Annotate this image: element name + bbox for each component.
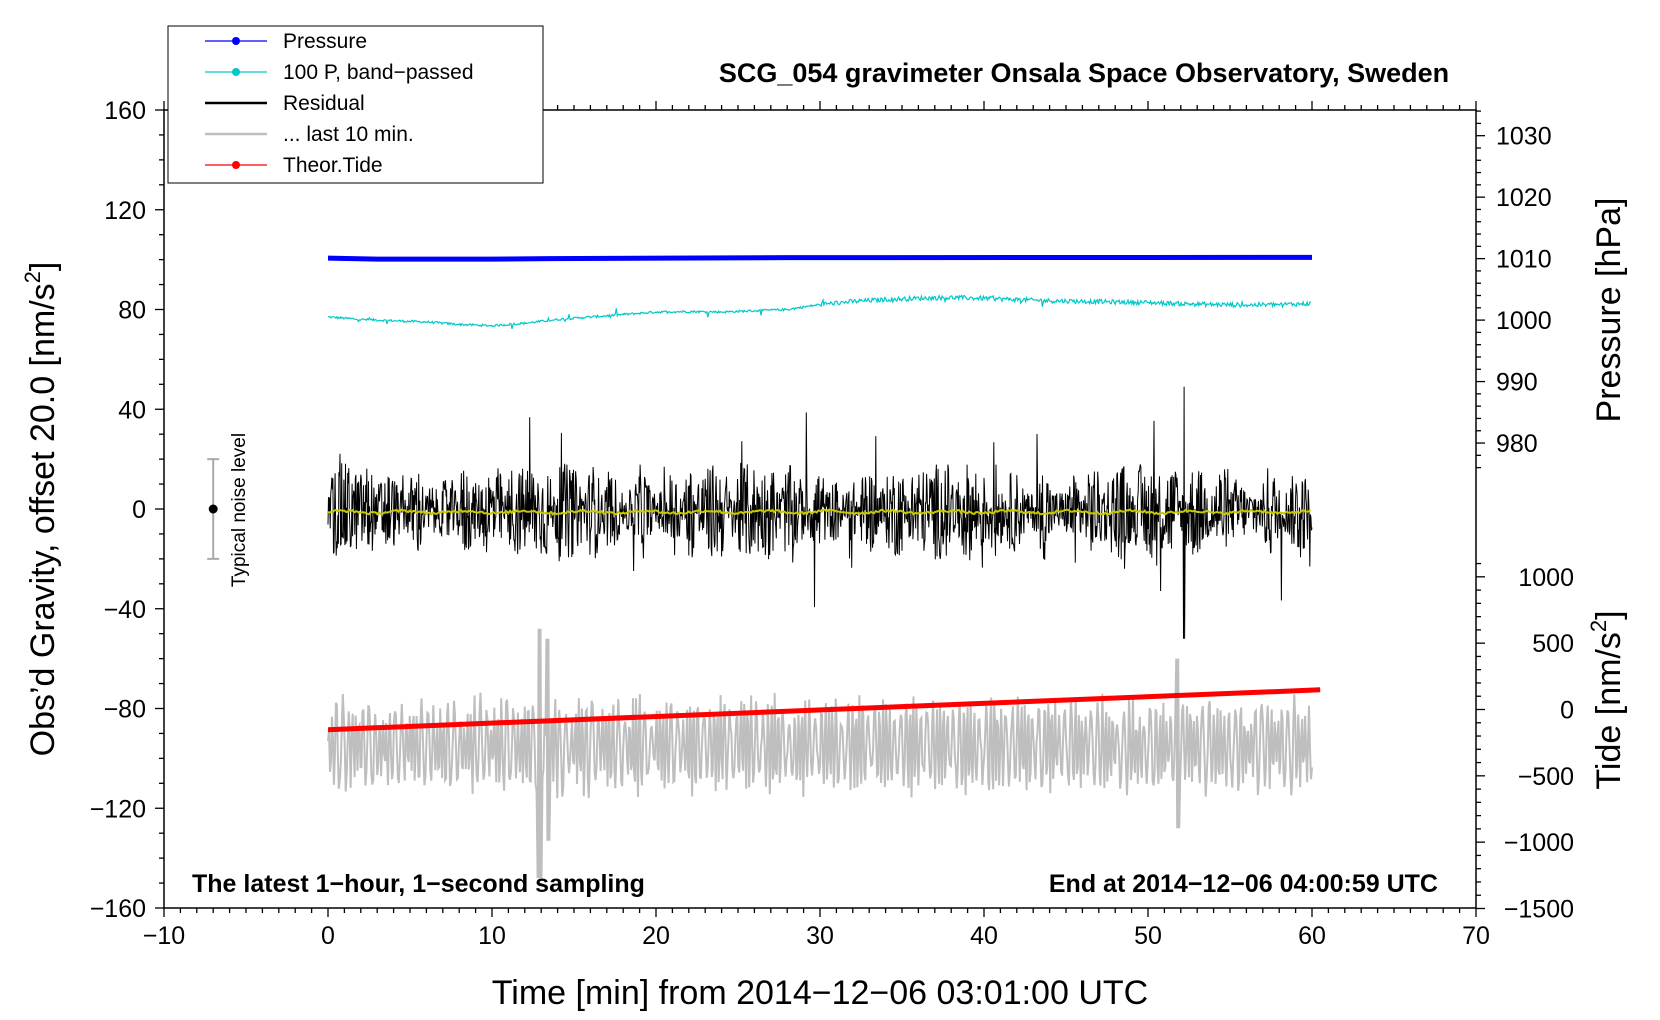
legend-marker	[232, 37, 240, 45]
data-layer	[327, 254, 1321, 879]
legend-marker	[232, 68, 240, 76]
series-theor-tide	[327, 687, 1321, 733]
y-axis-pressure: 980 990 1000 1010 1020 1030	[1476, 110, 1552, 469]
x-tick-label: 50	[1134, 922, 1162, 950]
legend-label: 100 P, band−passed	[283, 61, 474, 84]
pressure-tick-label: 990	[1496, 369, 1538, 397]
y-tick-label: −80	[104, 696, 146, 724]
legend-label: Pressure	[283, 30, 367, 53]
noise-center-dot	[208, 504, 218, 514]
y-tick-label: −40	[104, 596, 146, 624]
tide-axis-title: Tide [nm/s2]	[1586, 610, 1628, 789]
tide-tick-label: 500	[1532, 630, 1574, 658]
tide-axis-title-main: Tide [nm/s	[1590, 632, 1628, 789]
pressure-tick-label: 1020	[1496, 184, 1552, 212]
pressure-tick-label: 1030	[1496, 123, 1552, 151]
pressure-tick-label: 1010	[1496, 246, 1552, 274]
tide-tick-label: −500	[1518, 763, 1574, 791]
legend-label: ... last 10 min.	[283, 123, 414, 146]
x-tick-label: 60	[1298, 922, 1326, 950]
y-tick-label: 0	[132, 496, 146, 524]
x-tick-label: −10	[143, 922, 185, 950]
pressure-axis-title: Pressure [hPa]	[1590, 198, 1628, 423]
tide-axis-title-end: ]	[1590, 610, 1628, 619]
y-axis-title: Obs’d Gravity, offset 20.0 [nm/s2]	[20, 262, 62, 757]
legend-label: Theor.Tide	[283, 154, 383, 177]
y-tick-label: 40	[118, 396, 146, 424]
y-axis-left: −160 −120 −80 −40 0 40 80 120 160	[90, 97, 164, 923]
y-tick-label: −160	[90, 895, 146, 923]
pressure-tick-label: 1000	[1496, 307, 1552, 335]
series-pressure	[327, 254, 1313, 262]
legend-label: Residual	[283, 92, 365, 115]
x-tick-label: 70	[1462, 922, 1490, 950]
y-axis-tide: −1500 −1000 −500 0 500 1000	[1476, 562, 1574, 923]
tide-tick-label: −1500	[1504, 895, 1574, 923]
x-tick-label: 30	[806, 922, 834, 950]
legend-box	[167, 25, 544, 184]
plot-area	[163, 109, 1477, 909]
series-residual	[327, 386, 1313, 639]
x-tick-label: 40	[970, 922, 998, 950]
x-axis-title: Time [min] from 2014−12−06 03:01:00 UTC	[492, 974, 1148, 1012]
series-residual-smoothed	[327, 508, 1312, 516]
y-tick-label: 80	[118, 297, 146, 325]
legend-marker	[232, 161, 240, 169]
noise-indicator: Typical noise level	[207, 433, 250, 587]
sampling-note: The latest 1−hour, 1−second sampling	[192, 870, 645, 898]
pressure-tick-label: 980	[1496, 430, 1538, 458]
y-axis-title-sup: 2	[20, 271, 45, 283]
tide-tick-label: 0	[1560, 696, 1574, 724]
y-tick-label: 120	[104, 197, 146, 225]
y-axis-title-main: Obs’d Gravity, offset 20.0 [nm/s	[24, 283, 62, 756]
y-tick-label: 160	[104, 97, 146, 125]
tide-tick-label: 1000	[1518, 564, 1574, 592]
tide-tick-label: −1000	[1504, 829, 1574, 857]
legend: Pressure 100 P, band−passed Residual ... la…	[167, 25, 544, 184]
x-tick-label: 10	[478, 922, 506, 950]
x-tick-label: 20	[642, 922, 670, 950]
series-band-passed	[327, 294, 1312, 330]
y-tick-label: −120	[90, 795, 146, 823]
noise-label: Typical noise level	[229, 433, 250, 587]
x-axis: −10 0 10 20 30 40 50 60 70	[143, 101, 1490, 950]
series-last-10-min	[327, 628, 1313, 879]
chart-title: SCG_054 gravimeter Onsala Space Observat…	[719, 58, 1449, 88]
y-axis-title-end: ]	[24, 262, 62, 271]
end-time-note: End at 2014−12−06 04:00:59 UTC	[1049, 870, 1438, 898]
x-tick-label: 0	[321, 922, 335, 950]
tide-axis-title-sup: 2	[1586, 620, 1611, 632]
